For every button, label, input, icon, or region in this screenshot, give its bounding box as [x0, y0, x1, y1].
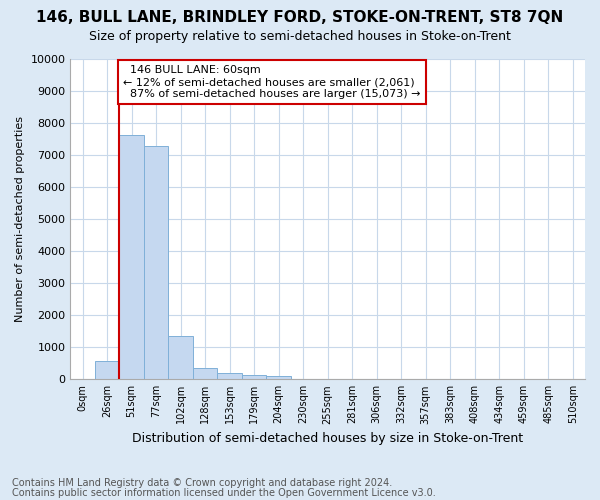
- Bar: [242, 375, 266, 380]
- Text: Contains public sector information licensed under the Open Government Licence v3: Contains public sector information licen…: [12, 488, 436, 498]
- Bar: [169, 336, 193, 380]
- Text: 146 BULL LANE: 60sqm
← 12% of semi-detached houses are smaller (2,061)
  87% of : 146 BULL LANE: 60sqm ← 12% of semi-detac…: [123, 66, 421, 98]
- Bar: [95, 362, 119, 380]
- Y-axis label: Number of semi-detached properties: Number of semi-detached properties: [15, 116, 25, 322]
- Bar: [119, 135, 144, 380]
- Text: Size of property relative to semi-detached houses in Stoke-on-Trent: Size of property relative to semi-detach…: [89, 30, 511, 43]
- Text: 146, BULL LANE, BRINDLEY FORD, STOKE-ON-TRENT, ST8 7QN: 146, BULL LANE, BRINDLEY FORD, STOKE-ON-…: [37, 10, 563, 25]
- Bar: [193, 368, 217, 380]
- Bar: [266, 376, 291, 380]
- Bar: [144, 146, 169, 380]
- X-axis label: Distribution of semi-detached houses by size in Stoke-on-Trent: Distribution of semi-detached houses by …: [132, 432, 523, 445]
- Bar: [217, 374, 242, 380]
- Text: Contains HM Land Registry data © Crown copyright and database right 2024.: Contains HM Land Registry data © Crown c…: [12, 478, 392, 488]
